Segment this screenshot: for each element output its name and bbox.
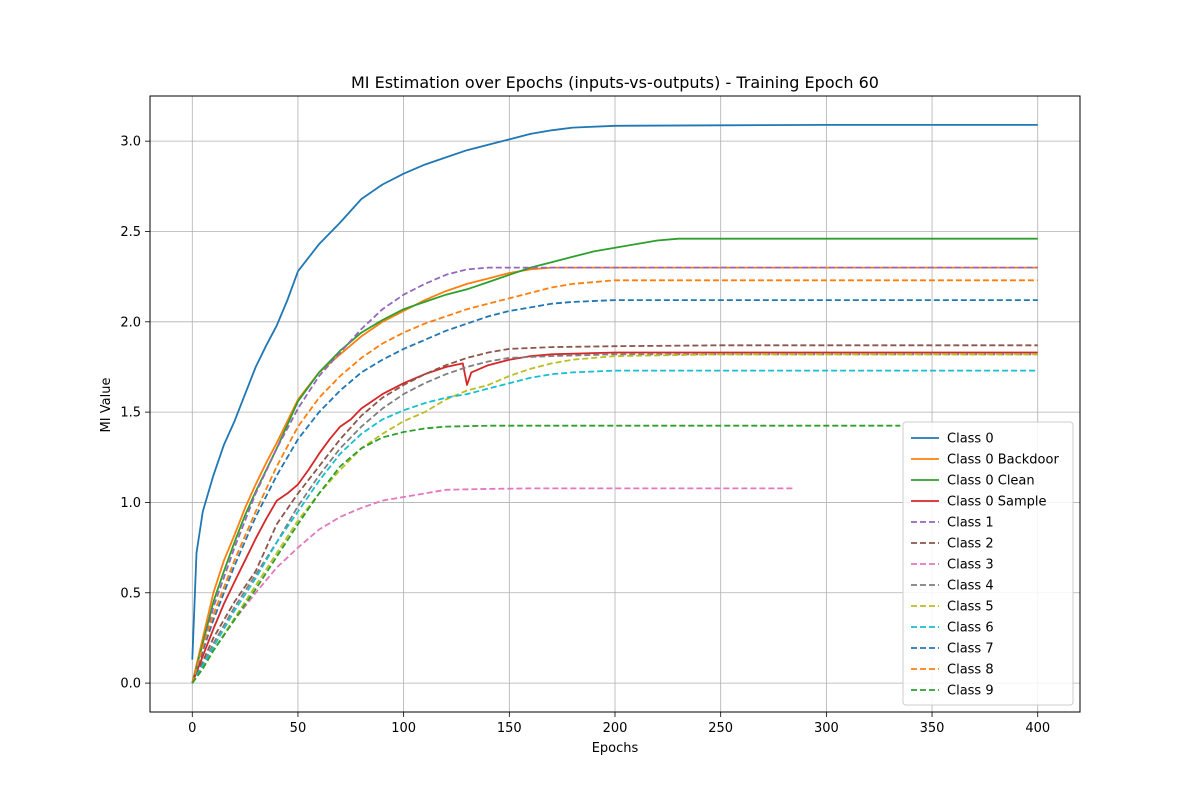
x-tick-label: 300 — [814, 721, 839, 736]
y-tick-label: 2.5 — [120, 225, 141, 240]
y-tick-label: 1.0 — [120, 496, 141, 511]
series-line-class-0 — [191, 124, 1038, 660]
x-tick-label: 50 — [290, 721, 307, 736]
x-tick-label: 200 — [603, 721, 628, 736]
series-lines — [191, 124, 1038, 684]
series-line-class-7 — [191, 299, 1038, 684]
series-line-class-9 — [191, 424, 901, 684]
legend-label: Class 5 — [947, 600, 994, 615]
legend-label: Class 0 Backdoor — [947, 453, 1059, 468]
series-line-class-5 — [191, 353, 1038, 684]
y-tick-label: 1.5 — [120, 406, 141, 421]
y-axis-label: MI Value — [99, 378, 114, 433]
series-line-class-0-sample — [191, 351, 1038, 684]
legend: Class 0 Class 0 Backdoor Class 0 Clean Clas… — [902, 421, 1074, 706]
legend-label: Class 8 — [947, 663, 994, 678]
series-line-class-0-clean — [191, 237, 1038, 684]
x-tick-label: 150 — [497, 721, 522, 736]
chart-title: MI Estimation over Epochs (inputs-vs-out… — [351, 73, 879, 92]
legend-label: Class 3 — [947, 558, 994, 573]
legend-box — [902, 421, 1074, 706]
x-tick-label: 100 — [391, 721, 416, 736]
legend-label: Class 4 — [947, 579, 994, 594]
x-tick-label: 0 — [188, 721, 196, 736]
legend-label: Class 2 — [947, 537, 994, 552]
legend-label: Class 1 — [947, 516, 994, 531]
y-tick-label: 2.0 — [120, 315, 141, 330]
x-tick-label: 350 — [920, 721, 945, 736]
legend-label: Class 0 — [947, 432, 994, 447]
series-line-class-6 — [191, 369, 1038, 684]
legend-label: Class 6 — [947, 621, 994, 636]
y-tick-label: 0.5 — [120, 586, 141, 601]
series-line-class-1 — [191, 266, 1038, 684]
ticks: 0 50 100 150 200 250 300 350 400 0.0 0.5 1.0 1.5 2.0 2… — [120, 135, 1050, 736]
series-line-class-4 — [191, 353, 1038, 684]
legend-label: Class 7 — [947, 642, 994, 657]
legend-label: Class 0 Clean — [947, 474, 1035, 489]
x-axis-label: Epochs — [592, 741, 639, 756]
x-tick-label: 250 — [708, 721, 733, 736]
legend-label: Class 9 — [947, 684, 994, 699]
series-line-class-2 — [191, 344, 1038, 684]
legend-label: Class 0 Sample — [947, 495, 1046, 510]
y-tick-label: 3.0 — [120, 135, 141, 150]
y-tick-label: 0.0 — [120, 677, 141, 692]
series-line-class-8 — [191, 279, 1038, 684]
series-line-class-0-backdoor — [191, 266, 1038, 684]
x-tick-label: 400 — [1025, 721, 1050, 736]
